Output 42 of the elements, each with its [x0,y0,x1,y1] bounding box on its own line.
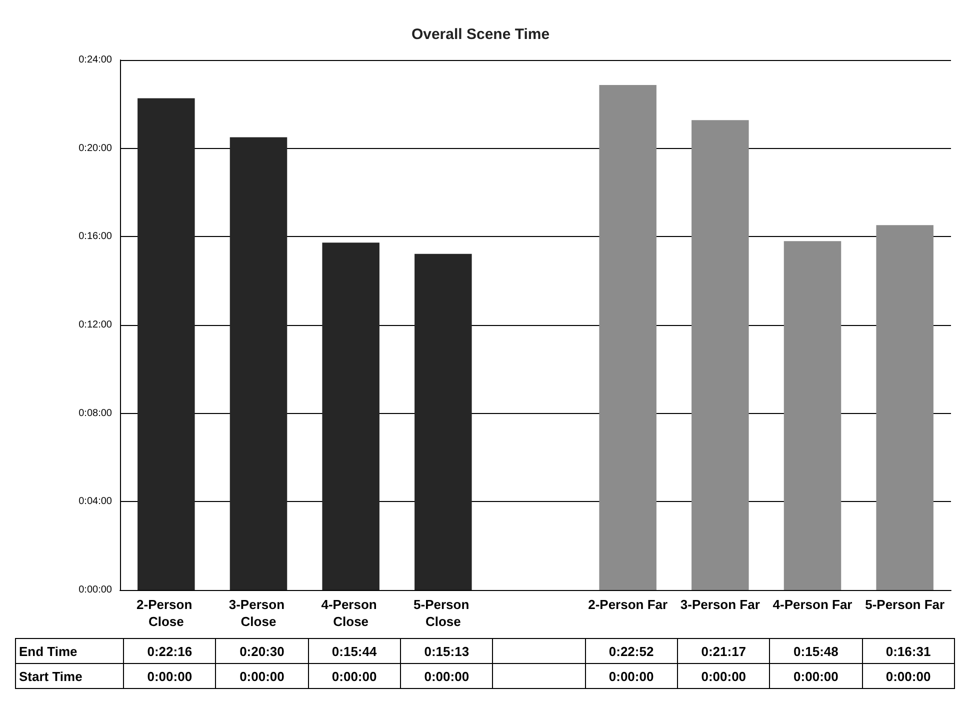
x-tick-label: 2-Person Close [136,597,196,629]
y-tick-label: 0:24:00 [78,54,112,66]
data-label: 0:00:00 [216,664,308,688]
data-label: 0:15:13 [400,638,493,664]
y-tick-label: 0:16:00 [78,231,112,242]
data-label: 0:00:00 [124,664,216,688]
bar [876,225,934,590]
data-label: 0:00:00 [770,664,862,688]
y-tick-label: 0:00:00 [78,584,112,596]
x-tick-label: 5-Person Far [865,597,945,612]
x-tick-label: 5-Person Close [414,597,473,629]
y-tick-label: 0:04:00 [78,496,112,508]
y-tick-label: 0:12:00 [78,320,112,330]
x-tick-label: 4-Person Close [321,597,380,629]
x-tick-label: 3-Person Close [228,597,288,629]
data-label: 0:15:48 [770,638,862,664]
x-tick-label: 3-Person Far [680,597,760,612]
chart-title: Overall Scene Time [411,26,550,43]
data-label: 0:16:31 [862,638,954,664]
data-label: 0:00:00 [585,664,678,688]
x-tick-label: 4-Person Far [772,597,852,612]
y-tick-label: 0:08:00 [78,408,112,419]
bar [692,120,749,590]
bar [599,84,656,590]
data-label: 0:15:44 [308,638,400,664]
bar [322,242,380,590]
text: End Time [16,638,124,664]
data-label: 0:00:00 [677,664,770,688]
bar [230,137,288,590]
bar [414,254,472,590]
bar [138,98,195,590]
x-tick-label: 2-Person Far [588,597,668,612]
data-label: 0:22:52 [585,638,678,664]
text: Start Time [16,664,124,688]
data-label: 0:21:17 [677,638,770,664]
data-label: 0:00:00 [862,664,954,688]
bar [784,241,842,590]
y-tick-label: 0:20:00 [78,142,112,154]
data-label: 0:20:30 [216,638,308,664]
data-label: 0:22:16 [124,638,216,664]
data-label: 0:00:00 [308,664,400,688]
data-label: 0:00:00 [400,664,493,688]
